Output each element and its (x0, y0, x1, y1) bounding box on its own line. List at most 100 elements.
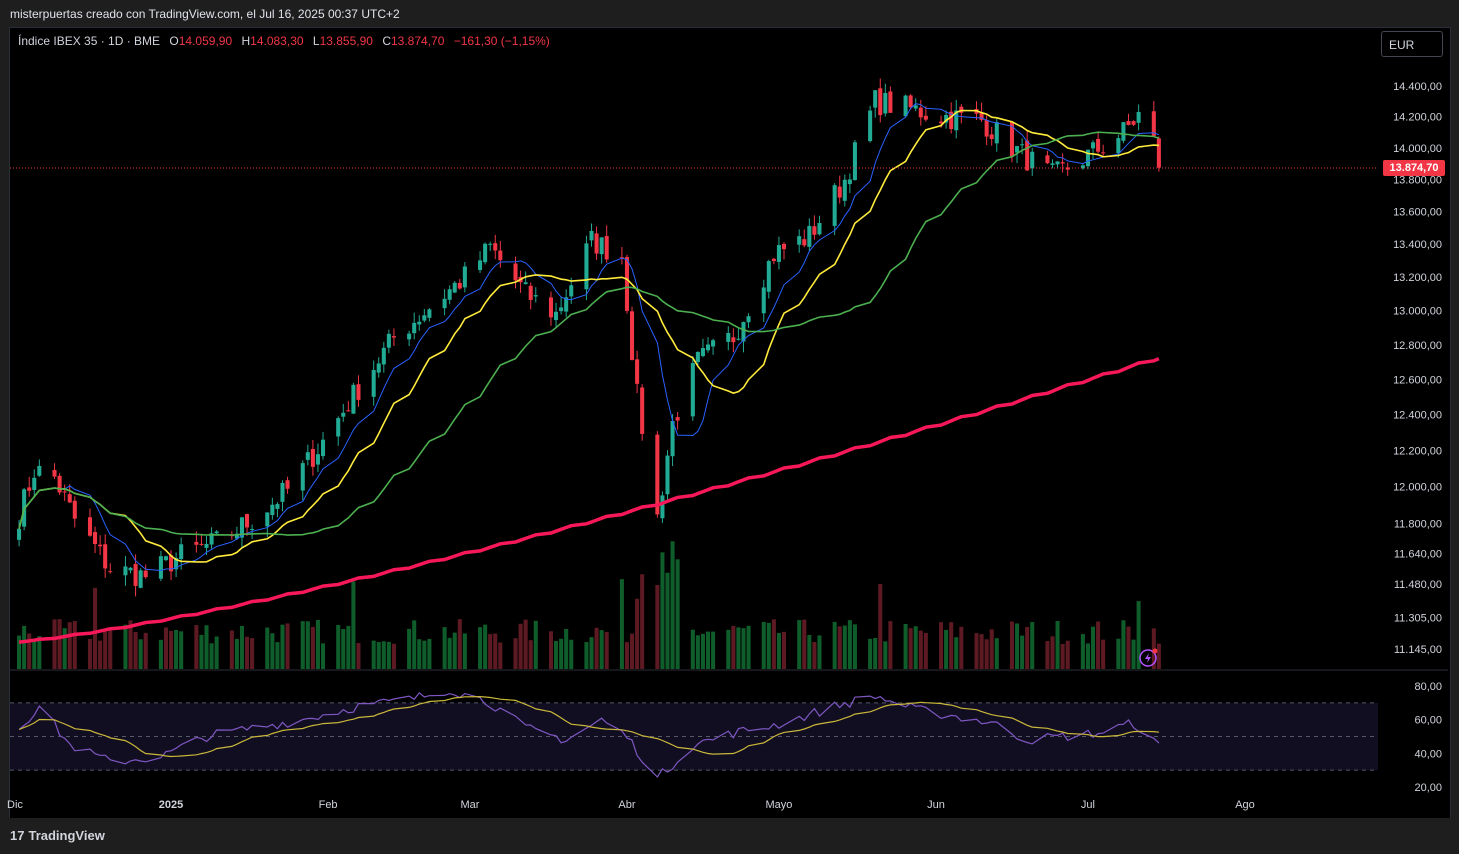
candle-body (427, 309, 432, 318)
volume-bar (842, 625, 847, 669)
volume-bar (776, 633, 781, 669)
candle-body (417, 321, 422, 325)
candle-body (381, 347, 386, 365)
candle-body (37, 465, 42, 476)
candle-body (67, 494, 72, 503)
candle-body (128, 567, 133, 571)
volume-bar (422, 640, 427, 669)
volume-bar (214, 636, 219, 669)
candle-body (923, 115, 928, 120)
volume-bar (584, 642, 589, 669)
candle-body (523, 282, 528, 285)
volume-bar (209, 643, 214, 669)
candle-body (1121, 122, 1126, 141)
volume-bar (700, 633, 705, 669)
candle-body (630, 311, 635, 360)
volume-bar (169, 630, 174, 669)
candle-body (1030, 151, 1035, 169)
volume-bar (17, 635, 22, 669)
candle-body (133, 563, 138, 586)
candle-body (204, 543, 209, 548)
volume-bar (27, 633, 32, 669)
volume-bar (675, 559, 680, 669)
volume-bar (447, 637, 452, 669)
price-tick-12: 12.000,00 (1393, 482, 1442, 494)
screenshot-header: misterpuertas creado con TradingView.com… (0, 0, 1459, 28)
volume-bar (457, 619, 462, 669)
volume-bar (1090, 626, 1096, 669)
candle-body (300, 463, 305, 491)
candle-body (163, 556, 169, 561)
candle-body (807, 225, 812, 247)
symbol-name[interactable]: Índice IBEX 35 · 1D · BME (18, 34, 161, 48)
volume-bar (179, 631, 184, 669)
volume-bar (351, 581, 356, 669)
candle-body (700, 348, 705, 357)
volume-bar (234, 638, 239, 669)
candle-body (513, 263, 518, 281)
volume-bar (913, 626, 918, 669)
candle-body (1096, 138, 1101, 152)
candle-body (548, 297, 554, 318)
candle-body (234, 533, 239, 539)
volume-bar (229, 630, 234, 669)
candle-body (554, 311, 559, 321)
price-tick-3: 13.800,00 (1393, 175, 1442, 187)
volume-bar (655, 584, 660, 669)
candle-body (660, 495, 665, 519)
candle-body (1020, 144, 1025, 146)
volume-bar (1065, 640, 1070, 669)
volume-bar (341, 628, 346, 669)
volume-bar (878, 584, 883, 669)
volume-bar (108, 630, 113, 669)
candle-body (741, 322, 746, 342)
volume-bar (1131, 639, 1136, 669)
volume-bar (695, 635, 700, 669)
tradingview-logo[interactable]: 17 TradingView (10, 828, 105, 843)
volume-bar (376, 641, 381, 669)
candle-body (422, 315, 427, 321)
volume-bar (554, 640, 559, 669)
candle-body (640, 387, 645, 434)
volume-bar (32, 639, 37, 669)
volume-bar (1080, 634, 1085, 669)
candle-body (842, 179, 847, 201)
volume-bar (797, 620, 802, 669)
volume-bar (1121, 620, 1126, 669)
volume-bar (128, 620, 133, 669)
candle-body (239, 517, 244, 538)
candle-body (564, 297, 569, 312)
volume-bar (1009, 621, 1014, 669)
volume-bar (624, 642, 629, 669)
time-tick-3: Mar (460, 799, 479, 811)
volume-bar (979, 634, 984, 669)
volume-bar (589, 637, 594, 669)
candle-body (478, 260, 483, 271)
volume-bar (37, 636, 42, 669)
volume-bar (462, 633, 467, 669)
candle-body (52, 469, 57, 477)
volume-bar (746, 625, 751, 669)
price-axis: 14.400,00 14.200,00 14.000,00 13.800,00 13.6… (1393, 81, 1442, 656)
price-tick-7: 13.000,00 (1393, 306, 1442, 318)
volume-bar (143, 632, 148, 669)
volume-bar (1055, 620, 1060, 669)
candle-body (483, 243, 488, 263)
volume-bar (569, 639, 574, 669)
chart-frame[interactable] (9, 27, 1451, 820)
volume-bar (315, 620, 320, 669)
candle-body (1131, 121, 1136, 125)
candle-body (27, 487, 32, 491)
currency-button[interactable]: EUR (1381, 31, 1443, 57)
candle-body (412, 322, 417, 334)
candle-body (1060, 162, 1065, 164)
footer: 17 TradingView (0, 818, 1459, 854)
ma-fast-line (18, 103, 1160, 572)
candle-body (569, 285, 574, 297)
volume-bar (959, 626, 964, 669)
candle-body (1050, 163, 1055, 165)
ma-mid-line (18, 109, 1159, 563)
volume-bar (407, 628, 412, 669)
price-tick-15: 11.480,00 (1394, 579, 1442, 591)
